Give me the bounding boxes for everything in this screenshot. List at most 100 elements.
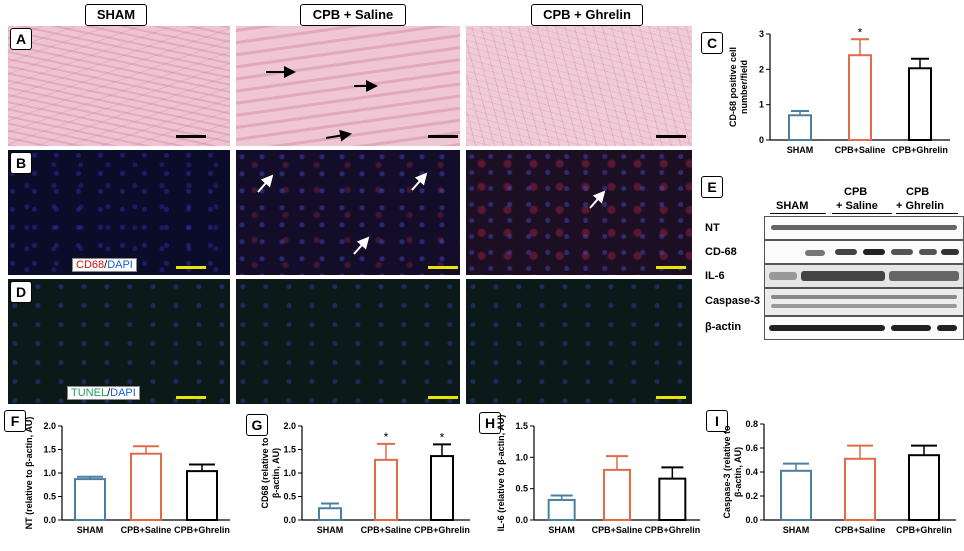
arrow-markers [257, 172, 428, 255]
y-axis-label: CD-68 positive cellnumber/field [728, 47, 749, 127]
tunel-label: TUNEL [71, 387, 108, 399]
scale-bar [428, 266, 458, 269]
bar [908, 454, 940, 522]
blot-group-line [832, 213, 892, 214]
y-tick-label: 1.5 [515, 421, 528, 431]
y-tick-label: 0.0 [515, 515, 528, 525]
y-tick-label: 1.0 [515, 452, 528, 462]
bar [848, 54, 872, 142]
bar [603, 468, 631, 521]
y-axis-label: IL-6 (relative to β-actin, AU) [496, 415, 506, 532]
scale-bar [656, 396, 686, 399]
stain-separator: / [107, 387, 111, 399]
blot-group-line [896, 213, 958, 214]
bar [908, 67, 932, 142]
cd68-saline-image [236, 150, 460, 275]
y-tick-label: 0.2 [745, 491, 758, 501]
x-tick-label: CPB+Saline [835, 525, 886, 535]
x-tick-label: CPB+Saline [592, 525, 643, 535]
panel-label-b: B [10, 152, 32, 174]
stain-separator: / [104, 259, 108, 271]
panel-label-e: E [701, 176, 723, 198]
arrow-markers [589, 190, 606, 209]
bar [788, 114, 812, 142]
significance-marker: * [858, 26, 863, 39]
histology-saline-image [236, 26, 460, 146]
blot-group-line [770, 213, 826, 214]
scale-bar [656, 266, 686, 269]
scale-bar [176, 135, 206, 138]
blot-strip-nt [764, 216, 964, 240]
dapi-label: DAPI [110, 387, 136, 399]
x-tick-label: SHAM [77, 525, 104, 535]
panel-label-f: F [4, 410, 26, 432]
y-tick-label: 3 [759, 29, 764, 39]
bar [318, 507, 342, 521]
bar [780, 469, 812, 521]
scale-bar [176, 266, 206, 269]
x-tick-label: CPB+Ghrelin [414, 525, 470, 535]
column-title-cpb-saline: CPB + Saline [300, 4, 406, 26]
histology-sham-image [8, 26, 230, 146]
bar [74, 478, 106, 521]
blot-strip-cd68 [764, 240, 964, 264]
histology-ghrelin-image [466, 26, 692, 146]
y-tick-label: 0.0 [745, 515, 758, 525]
y-tick-label: 1.5 [283, 445, 296, 455]
significance-marker: * [440, 430, 445, 444]
column-title-sham: SHAM [85, 4, 147, 26]
y-axis-label: NT (relative to β-actin, AU) [24, 417, 34, 530]
bar [186, 470, 218, 521]
bar [844, 457, 876, 521]
bar [658, 477, 687, 521]
panel-label-g: G [246, 414, 268, 436]
bar-chart-c: 0 1 2 3 CD-68 positive cellnumber/field SHAM C… [728, 26, 950, 155]
y-axis-label: CD68 (relative toβ-actin, AU) [260, 437, 281, 509]
bar-chart-h: 0.0 0.5 1.0 1.5 IL-6 (relative to β-actin, A… [496, 415, 700, 535]
blot-strip-il6 [764, 264, 964, 288]
y-tick-label: 2.0 [283, 421, 296, 431]
panel-label-i: I [706, 410, 728, 432]
blot-group-ghrelin-line2: + Ghrelin [896, 200, 944, 212]
y-tick-label: 0.8 [745, 419, 758, 429]
y-tick-label: 2 [759, 64, 764, 74]
tunel-sham-image [8, 279, 230, 404]
blot-row-label-nt: NT [705, 222, 720, 234]
x-tick-label: SHAM [787, 145, 814, 155]
blot-row-label-beta-actin: β-actin [705, 321, 742, 333]
significance-marker: * [384, 430, 389, 444]
x-tick-label: CPB+Ghrelin [174, 525, 230, 535]
panel-label-d: D [10, 281, 32, 303]
bar [374, 458, 398, 521]
y-tick-label: 1.0 [283, 468, 296, 478]
y-tick-label: 0.5 [283, 492, 296, 502]
x-tick-label: SHAM [548, 525, 575, 535]
blot-strip-beta-actin [764, 316, 964, 340]
y-tick-label: 0.6 [745, 443, 758, 453]
blot-group-ghrelin-line1: CPB [906, 186, 930, 198]
scale-bar [656, 135, 686, 138]
blot-group-saline-line1: CPB [844, 186, 868, 198]
y-tick-label: 1.5 [43, 445, 56, 455]
panel-label-a: A [10, 28, 32, 50]
y-tick-label: 0 [759, 135, 764, 145]
y-tick-label: 0.5 [515, 484, 528, 494]
blot-row-label-il6: IL-6 [705, 270, 725, 282]
panel-label-c: C [701, 32, 723, 54]
cd68-label: CD68 [76, 259, 105, 271]
bar [130, 452, 162, 521]
x-tick-label: SHAM [317, 525, 344, 535]
blot-row-label-caspase3: Caspase-3 [705, 295, 761, 307]
x-tick-label: SHAM [783, 525, 810, 535]
blot-row-label-cd68: CD-68 [705, 246, 737, 258]
x-tick-label: CPB+Saline [361, 525, 412, 535]
cd68-dapi-label: CD68/DAPI [72, 258, 137, 272]
y-tick-label: 0.0 [283, 515, 296, 525]
arrow-markers [266, 66, 378, 142]
x-tick-label: CPB+Ghrelin [896, 525, 952, 535]
x-tick-label: CPB+Saline [121, 525, 172, 535]
y-tick-label: 2.0 [43, 421, 56, 431]
tunel-ghrelin-image [466, 279, 692, 404]
blot-group-sham: SHAM [776, 200, 809, 212]
